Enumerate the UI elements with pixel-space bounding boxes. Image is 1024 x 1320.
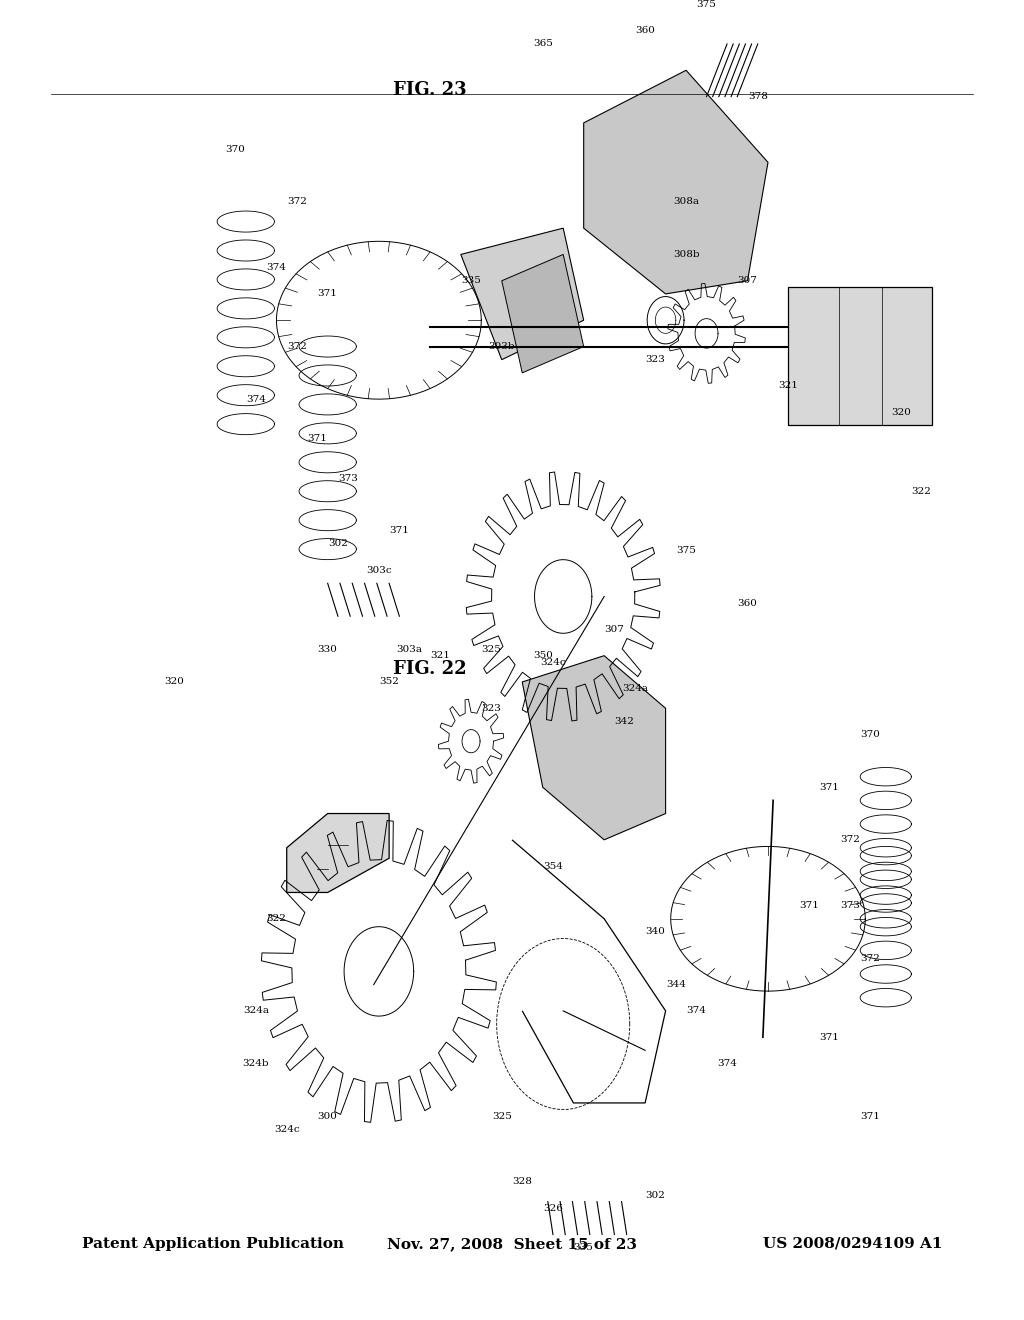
Text: 373: 373 <box>840 902 860 909</box>
Text: 371: 371 <box>799 902 819 909</box>
Text: FIG. 22: FIG. 22 <box>393 660 467 678</box>
Text: 340: 340 <box>645 928 666 936</box>
Text: 325: 325 <box>492 1111 512 1121</box>
Text: 300: 300 <box>317 1111 338 1121</box>
Text: 370: 370 <box>225 145 246 153</box>
Text: 365: 365 <box>532 40 553 49</box>
Text: 371: 371 <box>860 1111 881 1121</box>
Text: 374: 374 <box>686 1006 707 1015</box>
Text: 374: 374 <box>246 395 266 404</box>
Text: 303a: 303a <box>396 644 423 653</box>
Text: 360: 360 <box>635 26 655 36</box>
Text: 325: 325 <box>481 644 502 653</box>
Text: 326: 326 <box>543 1204 563 1213</box>
Text: 371: 371 <box>389 527 410 535</box>
Text: 307: 307 <box>604 624 625 634</box>
Text: 324b: 324b <box>243 1059 269 1068</box>
Text: 370: 370 <box>860 730 881 739</box>
Polygon shape <box>788 288 932 425</box>
Text: 342: 342 <box>614 717 635 726</box>
Polygon shape <box>522 656 666 840</box>
Text: 354: 354 <box>543 862 563 871</box>
Text: 322: 322 <box>911 487 932 496</box>
Text: 324c: 324c <box>273 1125 300 1134</box>
Text: 335: 335 <box>461 276 481 285</box>
Text: 320: 320 <box>891 408 911 417</box>
Polygon shape <box>502 255 584 372</box>
Text: 372: 372 <box>860 954 881 962</box>
Text: 374: 374 <box>717 1059 737 1068</box>
Text: 324a: 324a <box>622 684 648 693</box>
Text: 321: 321 <box>778 381 799 391</box>
Text: 375: 375 <box>676 546 696 554</box>
Text: 352: 352 <box>379 677 399 686</box>
Text: 371: 371 <box>307 434 328 444</box>
Text: 307: 307 <box>737 276 758 285</box>
Text: 372: 372 <box>287 342 307 351</box>
Text: 371: 371 <box>819 1032 840 1041</box>
Text: 372: 372 <box>287 197 307 206</box>
Polygon shape <box>584 70 768 294</box>
Text: 303b: 303b <box>488 342 515 351</box>
Text: 330: 330 <box>317 644 338 653</box>
Text: 360: 360 <box>737 598 758 607</box>
Text: 308a: 308a <box>673 197 699 206</box>
Polygon shape <box>461 228 584 359</box>
Polygon shape <box>287 813 389 892</box>
Text: 308b: 308b <box>673 249 699 259</box>
Text: 375: 375 <box>696 0 717 9</box>
Text: Patent Application Publication: Patent Application Publication <box>82 1237 344 1251</box>
Text: 322: 322 <box>266 915 287 923</box>
Text: 371: 371 <box>317 289 338 298</box>
Text: 302: 302 <box>645 1191 666 1200</box>
Text: 373: 373 <box>338 474 358 483</box>
Text: 378: 378 <box>748 92 768 102</box>
Text: 335: 335 <box>573 1243 594 1253</box>
Text: US 2008/0294109 A1: US 2008/0294109 A1 <box>763 1237 942 1251</box>
Text: Nov. 27, 2008  Sheet 15 of 23: Nov. 27, 2008 Sheet 15 of 23 <box>387 1237 637 1251</box>
Text: 371: 371 <box>819 783 840 792</box>
Text: 320: 320 <box>164 677 184 686</box>
Text: 324c: 324c <box>540 657 566 667</box>
Text: 321: 321 <box>430 651 451 660</box>
Text: 372: 372 <box>840 836 860 845</box>
Text: 323: 323 <box>645 355 666 364</box>
Text: 344: 344 <box>666 979 686 989</box>
Text: FIG. 23: FIG. 23 <box>393 81 467 99</box>
Text: 323: 323 <box>481 704 502 713</box>
Text: 374: 374 <box>266 263 287 272</box>
Text: 350: 350 <box>532 651 553 660</box>
Text: 302: 302 <box>328 540 348 548</box>
Text: 324a: 324a <box>243 1006 269 1015</box>
Text: 328: 328 <box>512 1177 532 1187</box>
Text: 303c: 303c <box>366 566 392 574</box>
